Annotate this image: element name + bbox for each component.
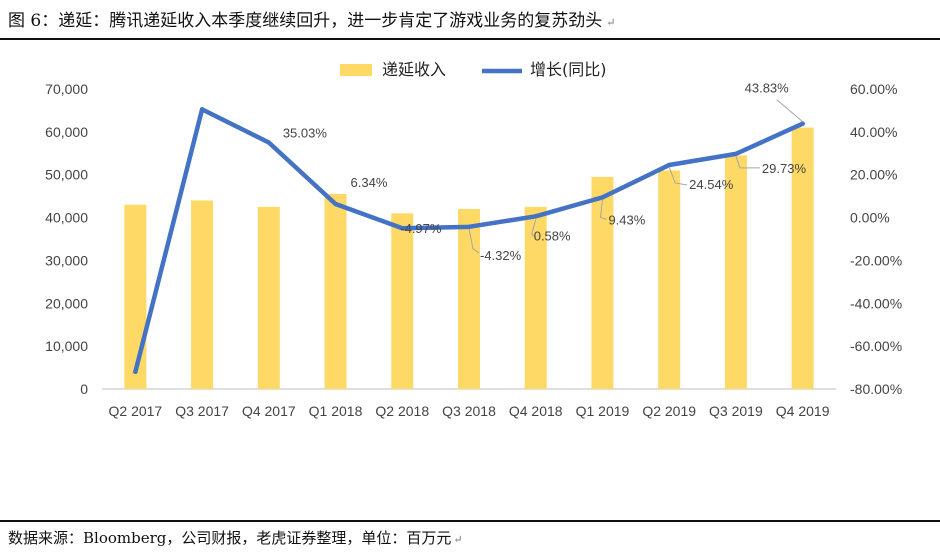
title-rule	[0, 38, 940, 40]
figure-title: 图 6：递延：腾讯递延收入本季度继续回升，进一步肯定了游戏业务的复苏劲头 ↵	[8, 6, 615, 31]
line-point	[600, 195, 605, 200]
line-point	[666, 162, 672, 168]
bar-deferred-revenue	[324, 194, 347, 389]
bar-deferred-revenue	[191, 200, 214, 389]
line-point	[533, 214, 538, 219]
y-right-tick-label: 20.00%	[850, 167, 897, 183]
paragraph-mark-icon: ↵	[606, 16, 616, 29]
y-right-tick-label: -80.00%	[850, 381, 902, 397]
x-tick-label: Q2 2017	[109, 403, 163, 419]
x-tick-label: Q3 2017	[175, 403, 229, 419]
y-left-tick-label: 40,000	[45, 210, 88, 226]
y-left-tick-label: 20,000	[45, 295, 88, 311]
chart-area: 0 10,000 20,000 30,000 40,000 50,000 60,000 70,…	[45, 60, 902, 419]
x-tick-label: Q3 2019	[709, 403, 763, 419]
bar-deferred-revenue	[458, 209, 480, 389]
paragraph-mark-icon: ↵	[453, 533, 463, 546]
x-tick-label: Q1 2018	[309, 403, 363, 419]
data-label-growth: 6.34%	[351, 175, 388, 190]
y-left-tick-label: 50,000	[45, 167, 88, 183]
line-point	[199, 107, 205, 112]
data-label-growth: 43.83%	[745, 81, 790, 96]
bar-deferred-revenue	[791, 127, 814, 390]
line-point	[133, 369, 138, 375]
y-left-tick-label: 0	[80, 381, 88, 397]
data-label-growth: 0.58%	[534, 228, 571, 243]
bar-deferred-revenue	[658, 170, 681, 389]
data-label-leader	[735, 155, 760, 169]
legend-label-bar: 递延收入	[382, 60, 446, 79]
line-point	[266, 140, 272, 145]
y-left-tick-label: 10,000	[45, 338, 88, 354]
source-note: 数据来源：Bloomberg，公司财报，老虎证券整理，单位：百万元 ↵	[8, 527, 463, 548]
data-label-leader	[776, 99, 803, 123]
y-right-tick-label: 60.00%	[850, 81, 897, 97]
source-rule	[0, 520, 940, 522]
x-tick-label: Q4 2017	[242, 403, 296, 419]
x-tick-label: Q4 2019	[776, 403, 830, 419]
source-text: 数据来源：Bloomberg，公司财报，老虎证券整理，单位：百万元	[8, 529, 452, 547]
y-right-tick-label: -40.00%	[850, 295, 902, 311]
y-right-tick-label: 0.00%	[850, 210, 890, 226]
data-label-leader	[468, 228, 480, 254]
legend-label-line: 增长(同比)	[530, 60, 607, 79]
data-label-growth: 24.54%	[689, 177, 734, 192]
data-label-growth: -4.32%	[480, 248, 522, 263]
x-tick-label: Q1 2019	[576, 403, 630, 419]
y-left-tick-label: 60,000	[45, 124, 88, 140]
bar-deferred-revenue	[724, 155, 747, 389]
legend-swatch-bar	[340, 64, 372, 76]
data-label-growth: 9.43%	[608, 212, 645, 227]
bar-deferred-revenue	[124, 204, 147, 389]
y-left-tick-label: 30,000	[45, 252, 88, 268]
data-label-growth: 35.03%	[283, 126, 328, 141]
bar-deferred-revenue	[257, 206, 280, 389]
bar-deferred-revenue	[391, 213, 414, 389]
y-right-tick-label: 40.00%	[850, 124, 897, 140]
x-tick-label: Q2 2019	[642, 403, 696, 419]
data-label-growth: 29.73%	[762, 161, 807, 176]
data-label-leader	[531, 219, 537, 238]
y-left-tick-label: 70,000	[45, 81, 88, 97]
data-label-growth: -4.97%	[400, 221, 442, 236]
bar-deferred-revenue	[524, 206, 547, 389]
line-point	[333, 201, 338, 207]
line-point	[733, 151, 739, 157]
data-label-leader	[668, 166, 688, 186]
line-point	[400, 226, 405, 231]
x-tick-label: Q3 2018	[442, 403, 496, 419]
x-tick-label: Q4 2018	[509, 403, 563, 419]
line-point	[800, 121, 805, 126]
y-right-tick-label: -60.00%	[850, 338, 902, 354]
data-label-leader	[599, 199, 607, 220]
x-tick-label: Q2 2018	[375, 403, 429, 419]
line-point	[466, 224, 472, 230]
y-right-tick-label: -20.00%	[850, 252, 902, 268]
figure-title-text: 图 6：递延：腾讯递延收入本季度继续回升，进一步肯定了游戏业务的复苏劲头	[8, 11, 603, 31]
bar-deferred-revenue	[591, 176, 614, 389]
